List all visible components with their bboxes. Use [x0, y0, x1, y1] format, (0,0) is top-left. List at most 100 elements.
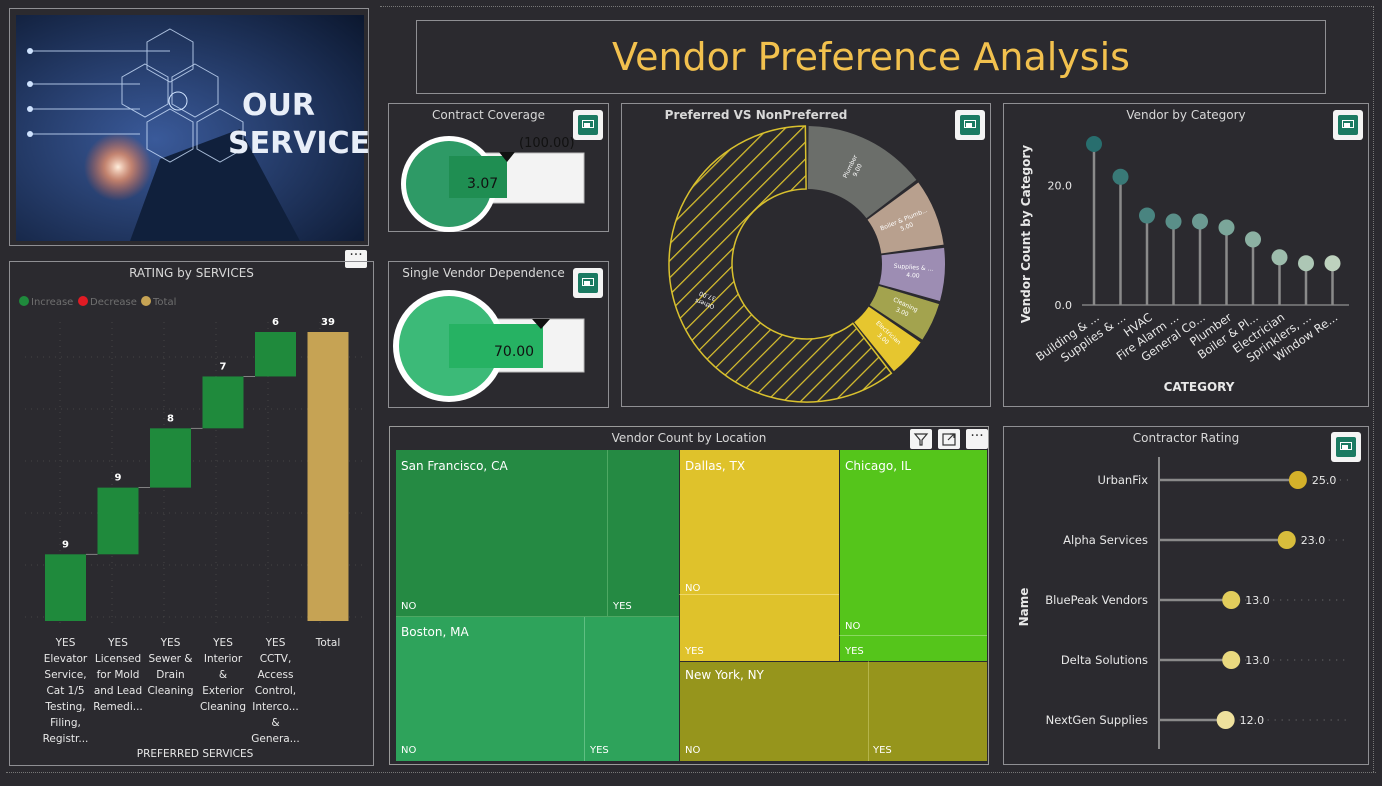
right-divider	[1373, 6, 1374, 772]
treemap: San Francisco, CA NO YES Boston, MA NO Y…	[396, 450, 987, 761]
bottom-divider	[6, 772, 1376, 773]
focus-mode-button[interactable]	[573, 268, 603, 298]
data-label: 25.0	[1312, 474, 1337, 487]
rating-waterfall-chart: Increase Decrease Total 9 YES Elevator Service…	[19, 296, 365, 760]
contract-coverage-gauge	[401, 136, 585, 232]
data-label: 6	[272, 317, 279, 328]
contractor-rating-panel: Contractor Rating 25.0 UrbanFix 23.0 Alpha …	[1003, 426, 1369, 765]
focus-mode-button[interactable]	[955, 110, 985, 140]
treemap-label-chicago: Chicago, IL	[845, 459, 912, 473]
lollipop-dot	[1218, 219, 1235, 236]
treemap-cell-boston-no[interactable]	[396, 617, 585, 761]
contract-coverage-panel: Contract Coverage 3.07 (100.00)	[388, 103, 609, 232]
x-axis-title: CATEGORY	[1164, 380, 1235, 394]
treemap-cell-newyork-no[interactable]	[679, 661, 869, 761]
treemap-label-newyork: New York, NY	[685, 668, 764, 682]
treemap-cell-sf-no[interactable]	[396, 450, 608, 617]
donut-slice	[668, 125, 893, 403]
category-label: Control,	[255, 685, 296, 697]
lollipop-dot	[1222, 651, 1241, 669]
treemap-label-boston-yes: YES	[590, 745, 609, 756]
data-label: 23.0	[1301, 534, 1326, 547]
data-label: 9	[62, 539, 69, 550]
treemap-label-boston: Boston, MA	[401, 625, 469, 639]
treemap-cell-dallas-no[interactable]	[679, 450, 839, 595]
treemap-cell-boston-yes[interactable]	[585, 617, 679, 761]
category-label: YES	[160, 637, 181, 649]
lollipop-dot	[1288, 471, 1307, 489]
category-label: for Mold	[97, 669, 140, 681]
category-label: Delta Solutions	[1061, 653, 1148, 667]
treemap-label-newyork-no: NO	[685, 745, 701, 756]
focus-mode-button[interactable]	[1331, 432, 1361, 462]
legend-label: Total	[152, 297, 176, 308]
lollipop-dot	[1086, 136, 1102, 152]
lollipop-dot	[1216, 711, 1235, 729]
single-vendor-value: 70.00	[494, 344, 535, 360]
category-label: Licensed	[95, 653, 141, 665]
donut-slice	[854, 306, 921, 372]
waterfall-bar	[307, 332, 349, 621]
treemap-label-sf-yes: YES	[613, 601, 632, 612]
treemap-cell-chicago-yes[interactable]	[839, 636, 987, 661]
vendor-by-category-panel: Vendor by Category 0.0 20.0 Building & ...…	[1003, 103, 1369, 407]
category-label: Sewer &	[148, 653, 192, 665]
treemap-label-newyork-yes: YES	[873, 745, 892, 756]
treemap-cell-dallas-yes[interactable]	[679, 595, 839, 661]
focus-mode-button[interactable]	[573, 110, 603, 140]
category-label: &	[271, 717, 279, 729]
focus-mode-icon	[1338, 115, 1358, 135]
x-axis-title: PREFERRED SERVICES	[137, 748, 254, 760]
category-label: &	[219, 669, 227, 681]
category-label: Exterior	[202, 685, 244, 697]
category-label: Cat 1/5	[46, 685, 84, 697]
rating-chart-title: RATING by SERVICES	[129, 266, 254, 280]
category-label: Drain	[156, 669, 184, 681]
banner-image: OUR SERVICES	[9, 8, 369, 246]
treemap-label-boston-no: NO	[401, 745, 417, 756]
category-label: BluePeak Vendors	[1045, 593, 1148, 607]
category-label: YES	[55, 637, 76, 649]
donut-slice	[869, 285, 940, 340]
waterfall-bar	[45, 554, 86, 621]
more-options-button[interactable]: ···	[345, 248, 367, 268]
data-label: 12.0	[1240, 714, 1265, 727]
category-label: Filing,	[50, 717, 81, 729]
legend-marker	[141, 296, 151, 306]
title-box: Vendor Preference Analysis	[416, 20, 1326, 94]
category-label: Service,	[44, 669, 86, 681]
expand-button[interactable]	[938, 429, 960, 449]
waterfall-bar	[150, 428, 191, 488]
y-axis-title: Vendor Count by Category	[1019, 145, 1033, 323]
category-label: Elevator	[44, 653, 88, 665]
lollipop-dot	[1271, 249, 1288, 266]
legend-label: Increase	[31, 297, 73, 308]
category-label: Cleaning	[200, 701, 246, 713]
category-label: Interco...	[252, 701, 298, 713]
treemap-label-dallas-yes: YES	[685, 646, 704, 657]
lollipop-dot	[1298, 255, 1314, 272]
lollipop-dot	[1277, 531, 1296, 549]
focus-mode-icon	[578, 273, 598, 293]
focus-mode-icon	[1336, 437, 1356, 457]
more-options-button[interactable]: ···	[966, 429, 988, 449]
treemap-cell-chicago-no[interactable]	[839, 450, 987, 636]
treemap-cell-sf-yes[interactable]	[608, 450, 679, 617]
banner-text-1: OUR	[242, 88, 315, 123]
donut-slice	[807, 126, 917, 219]
expand-icon	[942, 433, 956, 446]
data-label: 13.0	[1245, 594, 1270, 607]
filter-button[interactable]	[910, 429, 932, 449]
single-vendor-panel: Single Vendor Dependence 70.00	[388, 261, 609, 408]
focus-mode-icon	[960, 115, 980, 135]
treemap-cell-newyork-yes[interactable]	[869, 661, 987, 761]
donut-slice	[867, 182, 944, 254]
focus-mode-button[interactable]	[1333, 110, 1363, 140]
lollipop-dot	[1165, 213, 1182, 230]
category-label: UrbanFix	[1097, 473, 1148, 487]
lollipop-dot	[1192, 213, 1208, 230]
category-chart-title: Vendor by Category	[1126, 108, 1246, 122]
category-label: YES	[212, 637, 233, 649]
slice-label: Supplies & ...	[894, 263, 934, 273]
